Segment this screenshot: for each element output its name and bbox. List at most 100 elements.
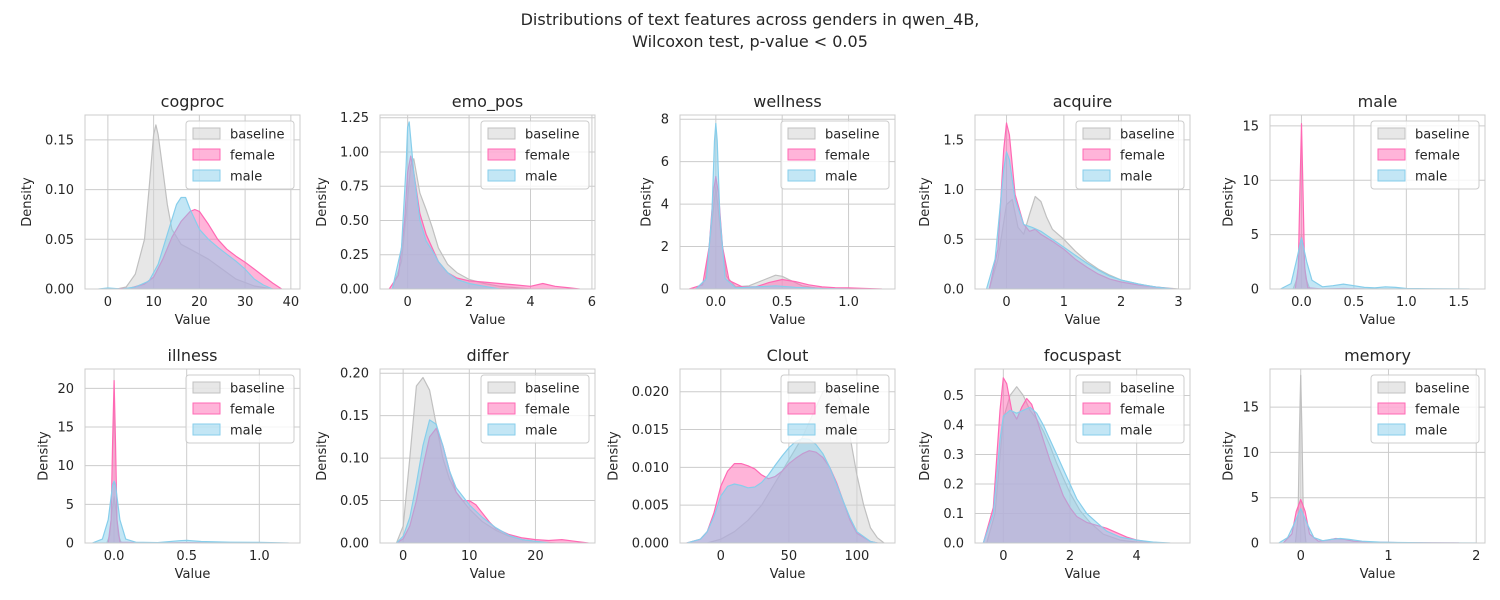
y-tick-label: 0.25 <box>340 248 369 263</box>
legend-swatch-female <box>1082 402 1111 415</box>
subplot-cogproc: 0 10 20 30 40 0.00 0.05 0.10 0.15 cogproc Value Den… <box>20 92 301 328</box>
kde-area-male <box>982 406 1171 543</box>
x-tick-label: 0 <box>717 549 725 564</box>
kde-area-male <box>391 121 501 289</box>
legend: baseline female male <box>780 374 890 444</box>
legend-label-male: male <box>525 424 557 439</box>
y-tick-label: 0.10 <box>45 183 74 198</box>
subplot-title: wellness <box>753 92 821 111</box>
x-axis-label: Value <box>1360 567 1396 582</box>
legend: baseline female male <box>780 120 890 190</box>
y-tick-label: 0.020 <box>632 385 669 400</box>
y-tick-label: 1.5 <box>943 133 964 148</box>
x-tick-label: 1.0 <box>838 295 859 310</box>
legend-swatch-female <box>787 402 816 415</box>
axes-frame <box>974 114 1191 290</box>
legend-swatch-baseline <box>787 381 816 394</box>
x-tick-label: 0.0 <box>104 549 125 564</box>
kde-area-male <box>686 438 878 543</box>
x-tick-label: 4 <box>526 295 534 310</box>
y-tick-label: 10 <box>1242 446 1259 461</box>
legend-label-female: female <box>230 403 275 418</box>
y-tick-label: 10 <box>57 459 74 474</box>
x-tick-label: 0 <box>1002 295 1010 310</box>
legend-label-male: male <box>1415 424 1447 439</box>
legend-swatch-female <box>1377 148 1406 161</box>
y-tick-label: 0.2 <box>943 478 964 493</box>
series-group <box>688 122 883 289</box>
y-tick-label: 0.005 <box>632 499 669 514</box>
legend-swatch-baseline <box>1377 381 1406 394</box>
legend: baseline female male <box>1075 374 1185 444</box>
x-tick-label: 20 <box>527 549 544 564</box>
y-axis-label: Density <box>918 177 933 227</box>
subplot-differ: 0 10 20 0.00 0.05 0.10 0.15 0.20 differ Value Dens… <box>315 346 596 582</box>
x-axis-label: Value <box>470 567 506 582</box>
legend-label-female: female <box>1415 403 1460 418</box>
x-tick-label: 2 <box>465 295 473 310</box>
legend-swatch-female <box>1082 148 1111 161</box>
y-tick-label: 0.5 <box>943 233 964 248</box>
subplot-male: 0.0 0.5 1.0 1.5 0 5 10 15 male Value Density baseli… <box>1221 92 1486 328</box>
x-tick-label: 0.5 <box>772 295 793 310</box>
kde-area-male <box>395 419 550 543</box>
legend-label-male: male <box>1415 170 1447 185</box>
x-tick-label: 10 <box>145 295 162 310</box>
x-tick-label: 6 <box>588 295 596 310</box>
legend-label-male: male <box>230 170 262 185</box>
legend-swatch-baseline <box>1377 127 1406 140</box>
legend-swatch-baseline <box>787 127 816 140</box>
x-tick-label: 1.5 <box>1448 295 1469 310</box>
x-axis-label: Value <box>770 567 806 582</box>
subplot-title: differ <box>466 346 508 365</box>
y-tick-label: 0.000 <box>632 537 669 552</box>
x-tick-label: 2 <box>1066 549 1074 564</box>
y-axis-label: Density <box>1221 431 1236 481</box>
figure-title: Distributions of text features across ge… <box>0 9 1500 53</box>
legend-label-baseline: baseline <box>1120 382 1174 397</box>
subplot-title: male <box>1358 92 1398 111</box>
series-group <box>982 377 1171 543</box>
legend-swatch-female <box>192 148 221 161</box>
y-axis-label: Density <box>918 431 933 481</box>
legend-swatch-female <box>192 402 221 415</box>
axes-frame <box>1269 114 1486 290</box>
legend-swatch-female <box>1377 402 1406 415</box>
y-tick-label: 8 <box>661 113 669 128</box>
legend-label-male: male <box>525 170 557 185</box>
subplot-title: cogproc <box>161 92 225 111</box>
legend-label-female: female <box>1120 149 1165 164</box>
subplot-title: memory <box>1344 346 1411 365</box>
y-tick-label: 0 <box>1251 283 1259 298</box>
x-tick-label: 0 <box>104 295 112 310</box>
y-tick-label: 0.15 <box>340 409 369 424</box>
subplot-illness: 0.0 0.5 1.0 0 5 10 15 20 illness Value Density base… <box>36 346 301 582</box>
legend-label-female: female <box>825 403 870 418</box>
subplot-title: focuspast <box>1044 346 1121 365</box>
legend-label-baseline: baseline <box>825 128 879 143</box>
x-axis-label: Value <box>770 313 806 328</box>
legend-label-baseline: baseline <box>525 128 579 143</box>
y-axis-label: Density <box>640 177 655 227</box>
legend-label-male: male <box>230 424 262 439</box>
y-tick-label: 0.5 <box>943 389 964 404</box>
legend-label-female: female <box>525 149 570 164</box>
legend-label-baseline: baseline <box>525 382 579 397</box>
x-tick-label: 40 <box>283 295 300 310</box>
legend-swatch-male <box>1082 423 1111 436</box>
y-tick-label: 2 <box>661 240 669 255</box>
legend-label-male: male <box>1120 424 1152 439</box>
y-tick-label: 0.4 <box>943 419 964 434</box>
subplot-title: acquire <box>1053 92 1112 111</box>
x-tick-label: 2 <box>1117 295 1125 310</box>
y-tick-label: 10 <box>1242 174 1259 189</box>
x-axis-label: Value <box>1360 313 1396 328</box>
axes-frame <box>379 114 596 290</box>
kde-area-male <box>1279 237 1470 289</box>
legend-swatch-baseline <box>1082 381 1111 394</box>
legend-label-baseline: baseline <box>230 128 284 143</box>
figure-title-line-2: Wilcoxon test, p-value < 0.05 <box>632 32 868 51</box>
legend-label-female: female <box>1415 149 1460 164</box>
legend-swatch-male <box>1082 169 1111 182</box>
y-tick-label: 0.3 <box>943 448 964 463</box>
